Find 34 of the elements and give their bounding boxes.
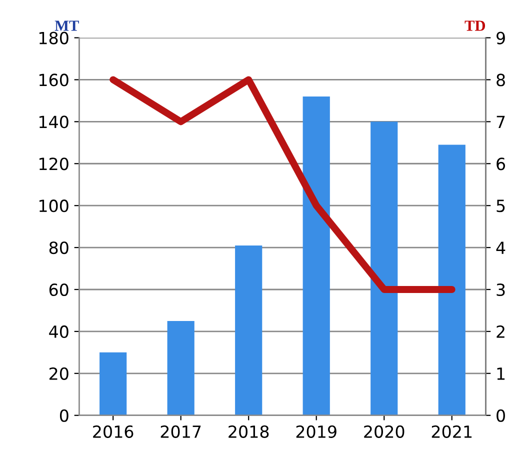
y2-tick-label: 3: [496, 283, 505, 296]
x-tick-label: 2021: [432, 425, 472, 438]
y2-tick-label: 7: [496, 116, 505, 128]
y-axis-title: MT: [54, 20, 79, 31]
y-tick-label: 20: [49, 367, 68, 380]
y2-axis-title: TD: [464, 20, 486, 31]
bar: [370, 122, 398, 416]
x-tick-label: 2019: [296, 425, 336, 438]
y-tick-label: 40: [49, 325, 68, 338]
x-tick-label: 2018: [228, 425, 269, 438]
x-tick-label: 2020: [364, 425, 404, 438]
bar: [100, 352, 127, 416]
x-tick-label: 2017: [160, 425, 201, 438]
y-tick-label: 0: [60, 409, 68, 422]
y2-tick-label: 2: [496, 325, 504, 338]
x-tick-label: 2016: [93, 425, 134, 438]
y2-tick-label: 1: [497, 368, 505, 380]
y-tick-label: 120: [39, 158, 68, 170]
y2-tick-label: 9: [496, 32, 505, 44]
y2-tick-label: 0: [496, 409, 505, 422]
y2-tick-label: 5: [496, 200, 505, 212]
y2-tick-label: 4: [496, 242, 506, 254]
y-tick-label: 140: [39, 116, 68, 128]
bar: [167, 320, 194, 416]
y-tick-label: 80: [49, 242, 68, 254]
bar: [235, 245, 262, 416]
y2-tick-label: 8: [496, 74, 505, 86]
y-tick-label: 60: [49, 283, 68, 296]
bar: [302, 96, 330, 416]
y-tick-label: 160: [39, 74, 68, 86]
y-tick-label: 180: [39, 32, 68, 44]
y2-tick-label: 6: [496, 158, 506, 170]
y-tick-label: 100: [39, 200, 68, 212]
bar: [438, 144, 466, 416]
